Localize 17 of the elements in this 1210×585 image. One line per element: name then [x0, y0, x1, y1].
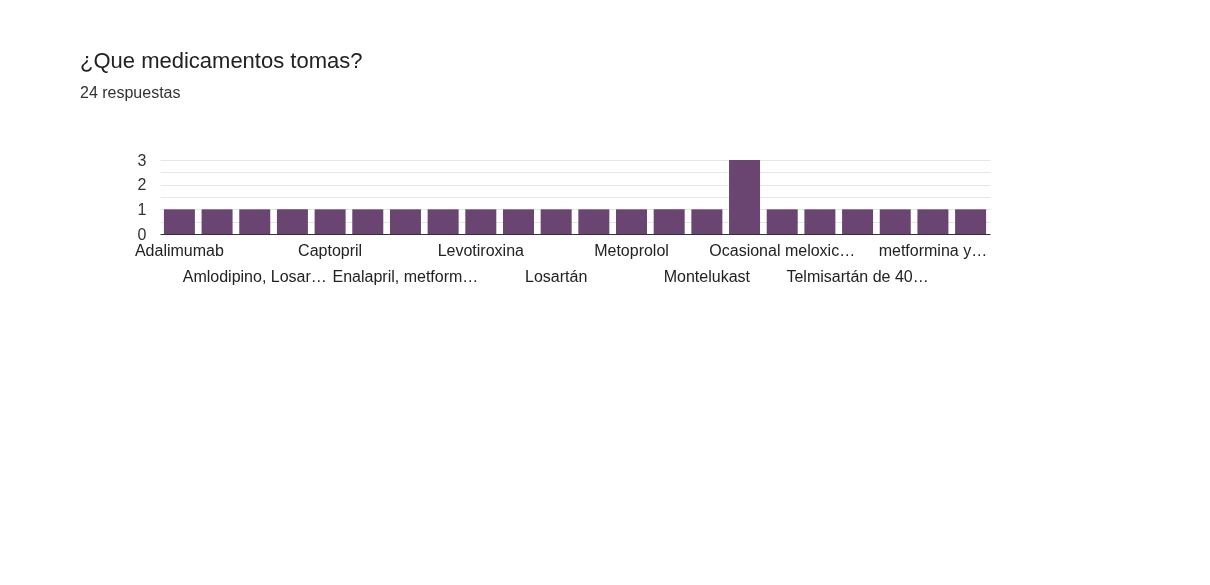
x-tick-label: Levotiroxina	[437, 241, 525, 259]
x-tick-label: Ocasional meloxic…	[709, 241, 856, 259]
chart-subtitle: 24 respuestas	[80, 84, 181, 101]
x-tick-label: Telmisartán de 40…	[786, 267, 929, 285]
x-tick-label: Captopril	[298, 241, 363, 259]
chart-title: ¿Que medicamentos tomas?	[80, 48, 363, 73]
x-tick-label: metformina y…	[878, 241, 988, 259]
x-tick-label: Enalapril, metform…	[332, 267, 479, 285]
y-tick-label: 0	[137, 225, 147, 243]
x-tick-label: Amlodipino, Losar…	[182, 267, 327, 285]
y-tick-label: 3	[137, 151, 147, 169]
y-tick-label: 2	[137, 176, 147, 194]
x-tick-label: Losartán	[525, 267, 588, 285]
x-tick-label: Montelukast	[663, 267, 751, 285]
y-tick-label: 1	[137, 200, 147, 218]
x-tick-label: Metoprolol	[594, 241, 669, 259]
x-tick-label: Adalimumab	[134, 241, 224, 259]
